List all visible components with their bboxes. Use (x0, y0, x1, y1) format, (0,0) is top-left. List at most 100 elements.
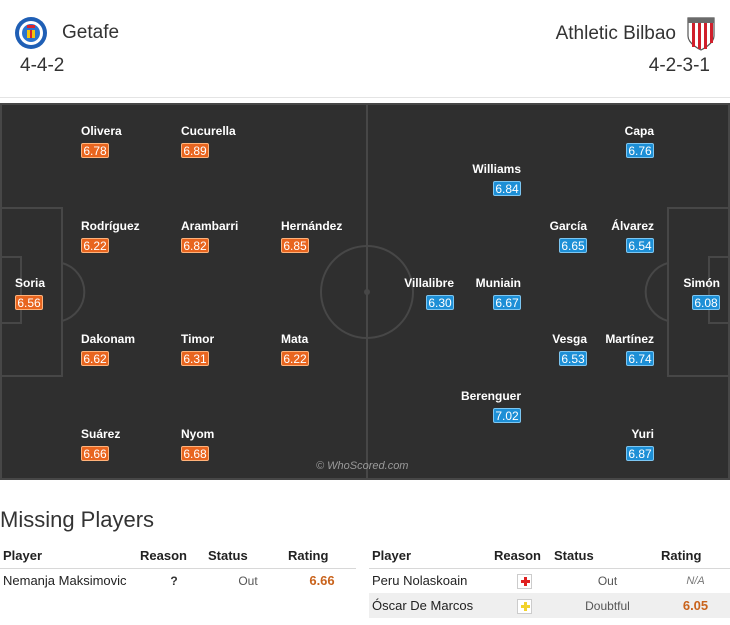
away-player-williams[interactable]: Williams 6.84 (421, 162, 521, 202)
away-team[interactable]: Athletic Bilbao (556, 16, 716, 52)
table-header-row: Player Reason Status Rating (369, 543, 730, 569)
missing-status: Out (238, 573, 258, 588)
away-player-simon[interactable]: Simón 6.08 (620, 276, 720, 316)
player-rating: 6.82 (181, 238, 209, 253)
table-row[interactable]: Peru Nolaskoain Out N/A (369, 568, 730, 593)
column-header-reason: Reason (140, 543, 208, 569)
player-rating: 6.22 (281, 351, 309, 366)
player-name: Berenguer (460, 389, 521, 403)
player-name: Rodríguez (81, 219, 140, 233)
away-player-martinez[interactable]: Martínez 6.74 (554, 332, 654, 372)
home-player-cucurella[interactable]: Cucurella 6.89 (181, 124, 281, 164)
player-name: Nyom (181, 427, 215, 441)
player-name: Arambarri (181, 219, 239, 233)
player-name: García (549, 219, 587, 233)
missing-player-name[interactable]: Peru Nolaskoain (372, 573, 468, 589)
home-player-hernandez[interactable]: Hernández 6.85 (281, 219, 381, 259)
unknown-reason-icon: ? (140, 568, 208, 593)
table-row[interactable]: Óscar De Marcos Doubtful 6.05 (369, 593, 730, 618)
player-rating: 6.53 (559, 351, 587, 366)
player-rating: 6.22 (81, 238, 109, 253)
player-rating: 6.56 (15, 295, 43, 310)
away-player-garcia[interactable]: García 6.65 (487, 219, 587, 259)
column-header-player: Player (369, 543, 494, 569)
player-rating: 6.85 (281, 238, 309, 253)
player-rating: 6.31 (181, 351, 209, 366)
missing-rating: N/A (686, 574, 705, 587)
player-name: Capa (624, 124, 654, 138)
home-team-name: Getafe (62, 22, 120, 43)
away-player-muniain[interactable]: Muniain 6.67 (421, 276, 521, 316)
missing-player-name[interactable]: Nemanja Maksimovic (3, 573, 127, 589)
column-header-rating: Rating (661, 543, 730, 569)
home-team[interactable]: Getafe (14, 16, 119, 50)
player-name: Muniain (475, 276, 521, 290)
away-player-alvarez[interactable]: Álvarez 6.54 (554, 219, 654, 259)
home-player-rodriguez[interactable]: Rodríguez 6.22 (81, 219, 181, 259)
column-header-player: Player (0, 543, 140, 569)
player-name: Timor (181, 332, 215, 346)
player-rating: 6.68 (181, 446, 209, 461)
pitch-markings (0, 103, 730, 480)
player-rating: 6.65 (559, 238, 587, 253)
away-team-name: Athletic Bilbao (555, 23, 676, 44)
player-name: Hernández (281, 219, 343, 233)
missing-rating: 6.05 (661, 593, 730, 618)
missing-players-title: Missing Players (0, 507, 155, 532)
home-player-timor[interactable]: Timor 6.31 (181, 332, 281, 372)
missing-rating: 6.66 (309, 573, 335, 589)
player-name: Yuri (631, 427, 654, 441)
player-name: Cucurella (181, 124, 236, 138)
teams-header: Getafe 4-4-2 Athletic Bilbao 4-2-3-1 (0, 0, 730, 98)
column-header-status: Status (554, 543, 661, 569)
player-rating: 7.02 (493, 408, 521, 423)
away-player-yuri[interactable]: Yuri 6.87 (554, 427, 654, 467)
question-mark-icon: ? (170, 574, 178, 589)
player-name: Martínez (605, 332, 654, 346)
home-player-dakonam[interactable]: Dakonam 6.62 (81, 332, 181, 372)
away-player-capa[interactable]: Capa 6.76 (554, 124, 654, 164)
home-player-olivera[interactable]: Olivera 6.78 (81, 124, 181, 164)
home-player-arambarri[interactable]: Arambarri 6.82 (181, 219, 281, 259)
player-rating: 6.89 (181, 143, 209, 158)
missing-status: Out (597, 573, 618, 588)
table-row[interactable]: Nemanja Maksimovic ? Out 6.66 (0, 568, 356, 593)
player-rating: 6.67 (493, 295, 521, 310)
player-name: Villalibre (404, 276, 454, 290)
table-header-row: Player Reason Status Rating (0, 543, 356, 569)
player-name: Suárez (81, 427, 121, 441)
athletic-bilbao-crest-icon (687, 17, 715, 51)
away-player-berenguer[interactable]: Berenguer 7.02 (421, 389, 521, 429)
player-rating: 6.66 (81, 446, 109, 461)
player-rating: 6.30 (426, 295, 454, 310)
player-name: Mata (281, 332, 309, 346)
missing-player-name[interactable]: Óscar De Marcos (369, 593, 494, 618)
pitch: Soria 6.56 Olivera 6.78 Cucurella 6.89 R… (0, 103, 730, 480)
player-name: Williams (472, 162, 521, 176)
player-name: Soria (15, 276, 46, 290)
away-missing-players-table: Player Reason Status Rating Peru Nolasko… (369, 543, 730, 618)
player-name: Dakonam (81, 332, 136, 346)
home-formation: 4-4-2 (20, 55, 65, 76)
column-header-reason: Reason (494, 543, 554, 569)
injury-icon (516, 573, 532, 589)
away-formation: 4-2-3-1 (648, 55, 710, 76)
player-name: Álvarez (611, 219, 654, 233)
home-player-soria[interactable]: Soria 6.56 (15, 276, 115, 316)
player-rating: 6.08 (692, 295, 720, 310)
getafe-crest-icon (15, 17, 47, 49)
player-rating: 6.78 (81, 143, 109, 158)
home-player-suarez[interactable]: Suárez 6.66 (81, 427, 181, 467)
away-player-vesga[interactable]: Vesga 6.53 (487, 332, 587, 372)
missing-status: Doubtful (554, 593, 661, 618)
home-player-mata[interactable]: Mata 6.22 (281, 332, 381, 372)
player-rating: 6.76 (626, 143, 654, 158)
player-name: Simón (683, 276, 720, 290)
player-rating: 6.62 (81, 351, 109, 366)
home-player-nyom[interactable]: Nyom 6.68 (181, 427, 281, 467)
player-rating: 6.74 (626, 351, 654, 366)
player-rating: 6.87 (626, 446, 654, 461)
away-player-villalibre[interactable]: Villalibre 6.30 (354, 276, 454, 316)
player-rating: 6.54 (626, 238, 654, 253)
